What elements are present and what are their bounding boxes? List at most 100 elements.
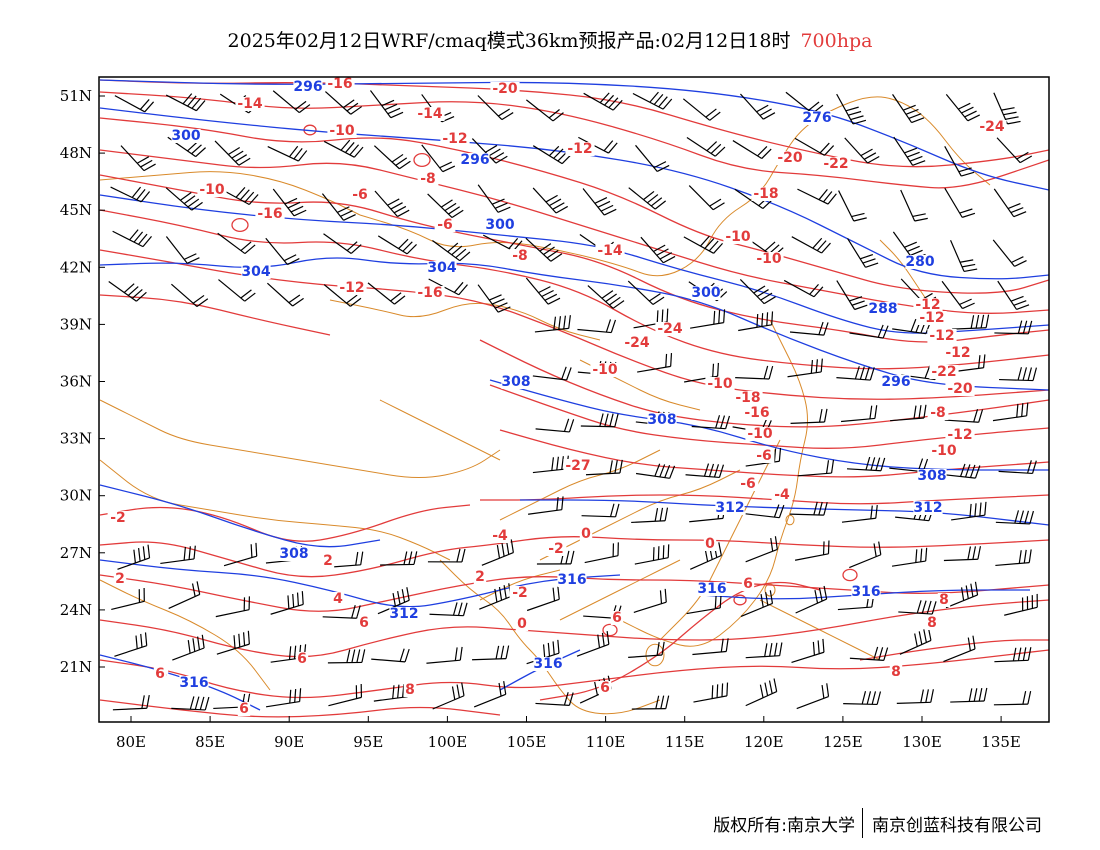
wind-barb [1004, 593, 1038, 616]
height-label: 300 [485, 217, 514, 233]
wind-barb [112, 695, 150, 711]
height-label: 276 [802, 110, 831, 126]
province-borders [99, 96, 991, 715]
height-label-bg [179, 676, 209, 690]
temperature-label-bg [590, 363, 620, 377]
wind-barb [371, 648, 410, 663]
temperature-label-bg [415, 286, 445, 300]
lon-tick-label: 85E [195, 733, 225, 751]
wind-barb [849, 324, 889, 339]
wind-barb [789, 321, 829, 336]
wind-barb [993, 690, 1032, 706]
lat-tick-label: 24N [60, 601, 92, 619]
border-line [879, 239, 941, 321]
wind-barb [900, 189, 928, 222]
temperature-label-bg [927, 406, 949, 420]
temperature-label-bg [754, 252, 784, 266]
temperature-label: -10 [756, 251, 782, 267]
border-line [759, 599, 881, 661]
temperature-label-bg [440, 132, 470, 146]
wind-barb [791, 236, 831, 254]
temperature-label: -14 [597, 243, 623, 259]
border-line [579, 359, 701, 411]
temperature-label: -10 [199, 182, 225, 198]
height-contour [489, 379, 1049, 471]
temperature-label: -27 [565, 458, 590, 474]
temperature-label-bg [913, 298, 943, 312]
isotherm-closed [413, 152, 431, 168]
wind-barb [993, 92, 1021, 125]
temperature-label-bg [434, 218, 456, 232]
wind-barb [481, 539, 514, 566]
lat-tick-label: 30N [60, 487, 92, 505]
height-label-bg [533, 657, 563, 671]
temperature-label-bg [929, 365, 959, 379]
wind-barb [114, 632, 148, 657]
height-label-bg [389, 607, 419, 621]
temperature-label-bg [349, 188, 371, 202]
wind-barb [171, 283, 209, 308]
isotherm-line [859, 639, 1049, 661]
isotherm-closed [733, 594, 747, 606]
temperature-label: -6 [352, 187, 368, 203]
pressure-level: 700hpa [800, 30, 873, 52]
lat-tick-label: 21N [60, 658, 92, 676]
height-label-bg [557, 573, 587, 587]
isotherm-line [99, 209, 1049, 370]
isotherm-closed [602, 623, 618, 637]
wind-barb [841, 504, 878, 523]
wind-barb [893, 136, 926, 166]
wind-barb [896, 689, 934, 704]
height-label-bg [501, 375, 531, 389]
height-label-bg [691, 286, 721, 300]
wind-barb [583, 92, 623, 111]
wind-barb [691, 415, 731, 430]
temperature-label-bg [821, 157, 851, 171]
isotherm-closed [842, 568, 858, 582]
wind-barb [943, 635, 976, 663]
wind-barb [471, 138, 508, 164]
temperature-label: 0 [581, 526, 591, 542]
wind-barb [628, 187, 667, 210]
wind-barb [847, 238, 879, 268]
temperature-label: -24 [657, 321, 683, 337]
wind-barb [844, 137, 880, 164]
temperature-label: -16 [417, 285, 442, 301]
wind-barb [526, 586, 560, 612]
wind-barb [117, 544, 151, 570]
height-contour [99, 559, 621, 608]
wind-barb [633, 588, 667, 613]
height-contour [99, 484, 381, 548]
border-line [99, 459, 451, 561]
wind-barb [217, 232, 256, 255]
wind-barb [585, 459, 623, 476]
height-label: 316 [557, 572, 586, 588]
border-line [619, 319, 808, 647]
border-line [559, 559, 681, 621]
footer-divider [862, 808, 863, 838]
temperature-label: -12 [339, 280, 364, 296]
temperature-label: 6 [612, 610, 622, 626]
border-line [329, 299, 601, 341]
temperature-label-bg [255, 207, 285, 221]
wind-barb [367, 282, 406, 305]
height-label-bg [241, 265, 271, 279]
height-label: 308 [647, 412, 676, 428]
wind-barb [477, 184, 511, 213]
temperature-label-bg [742, 406, 772, 420]
wind-barb [692, 638, 729, 656]
wind-barb [114, 95, 155, 113]
wind-barb [999, 367, 1038, 382]
height-label-bg [881, 375, 911, 389]
wind-barb [944, 408, 984, 423]
wind-barb [160, 545, 196, 565]
height-label: 316 [697, 581, 726, 597]
wind-barb [836, 280, 868, 311]
temperature-label-bg [403, 683, 417, 697]
isotherm-line [99, 649, 1049, 699]
temperature-label: -10 [592, 362, 618, 378]
wind-barb [683, 235, 723, 254]
wind-barb [950, 687, 988, 703]
wind-barb [838, 190, 867, 222]
